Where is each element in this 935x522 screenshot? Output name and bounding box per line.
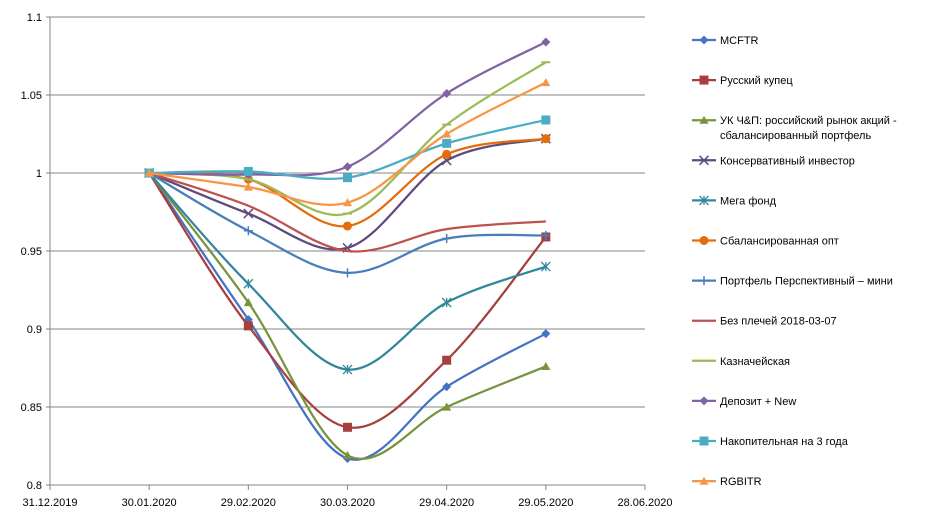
data-point [541, 134, 551, 144]
data-point [243, 321, 253, 331]
legend-marker [699, 436, 709, 446]
data-point [442, 382, 452, 392]
data-point [243, 226, 253, 236]
series-group [144, 37, 551, 463]
y-tick-label: 0.9 [27, 324, 42, 336]
series-line-3 [148, 172, 547, 460]
legend-label: Консервативный инвестор [720, 155, 855, 167]
legend-marker [699, 276, 709, 286]
data-point [243, 208, 254, 219]
legend-item-6: Сбалансированная опт [692, 236, 839, 248]
legend-item-10: Депозит + New [692, 396, 796, 408]
legend-item-2: Русский купец [692, 75, 793, 87]
x-tick-label: 30.01.2020 [122, 497, 177, 509]
y-tick-label: 0.8 [27, 480, 42, 492]
y-tick-label: 1.05 [21, 90, 42, 102]
data-point [243, 166, 253, 176]
data-point [343, 173, 352, 183]
data-point [243, 278, 254, 289]
data-point [441, 297, 452, 308]
legend-item-4: Консервативный инвестор [692, 155, 855, 167]
legend-marker [699, 476, 709, 485]
legend-item-5: Мега фонд [692, 195, 777, 207]
x-tick-label: 28.06.2020 [617, 497, 672, 509]
legend-item-9: Казначейская [692, 356, 790, 368]
data-point [343, 422, 352, 432]
x-tick-label: 30.03.2020 [320, 497, 375, 509]
data-point [541, 115, 551, 125]
data-point [541, 230, 551, 240]
legend-label: Казначейская [720, 356, 790, 368]
y-tick-label: 1.1 [27, 12, 42, 24]
data-point [343, 198, 352, 207]
legend-marker [699, 396, 709, 406]
data-point [343, 450, 352, 459]
series-line-8 [148, 171, 546, 253]
series-line-1 [148, 172, 547, 461]
data-point [541, 37, 551, 47]
legend-item-11: Накопительная на 3 года [692, 436, 849, 448]
legend-label: MCFTR [720, 35, 759, 47]
data-point [442, 88, 452, 98]
legend-marker [699, 195, 709, 206]
legend-marker [699, 115, 709, 124]
data-point [342, 364, 353, 375]
y-tick-label: 0.95 [21, 246, 42, 258]
legend-item-3: УК Ч&П: российский рынок акций -сбаланси… [692, 115, 897, 142]
data-point [541, 329, 551, 339]
series-8 [148, 171, 546, 253]
x-tick-label: 29.04.2020 [419, 497, 474, 509]
data-point [144, 168, 154, 177]
legend-item-8: Без плечей 2018-03-07 [692, 316, 837, 328]
data-point [442, 138, 452, 148]
data-point [442, 402, 452, 411]
legend-label: Портфель Перспективный – мини [720, 276, 893, 288]
data-point [243, 182, 253, 191]
data-point [442, 149, 452, 159]
data-point [243, 297, 253, 307]
data-point [541, 361, 551, 371]
x-tick-label: 29.05.2020 [518, 497, 573, 509]
legend-label: Без плечей 2018-03-07 [720, 316, 837, 328]
x-tick-label: 29.02.2020 [221, 497, 276, 509]
legend-item-1: MCFTR [692, 35, 759, 47]
data-point [343, 268, 352, 278]
legend-item-12: RGBITR [692, 476, 762, 488]
legend-label: Русский купец [720, 75, 793, 87]
legend-label: Сбалансированная опт [720, 236, 839, 248]
data-point [343, 162, 352, 172]
legend-marker [698, 155, 710, 166]
series-12 [144, 78, 551, 207]
data-point [442, 129, 452, 138]
data-point [343, 221, 352, 231]
data-point [442, 234, 452, 244]
y-axis-ticks: 0.8 0.85 0.9 0.95 1 1.05 1.1 [21, 12, 50, 492]
legend-item-7: Портфель Перспективный – мини [692, 276, 893, 288]
legend-label: Накопительная на 3 года [720, 436, 849, 448]
y-tick-label: 1 [36, 168, 42, 180]
x-axis-ticks: 31.12.2019 30.01.2020 29.02.2020 30.03.2020… [22, 485, 673, 509]
data-point [540, 261, 551, 272]
legend-marker [699, 75, 709, 85]
legend: MCFTR Русский купец УК Ч&П: российский рын… [692, 35, 897, 488]
data-point [541, 78, 551, 87]
x-tick-label: 31.12.2019 [22, 497, 77, 509]
data-point [442, 355, 452, 365]
legend-label: Депозит + New [720, 396, 796, 408]
legend-label: RGBITR [720, 476, 762, 488]
legend-marker [699, 236, 709, 245]
legend-label: УК Ч&П: российский рынок акций -сбаланси… [720, 115, 897, 142]
series-5 [144, 168, 551, 375]
y-tick-label: 0.85 [21, 402, 42, 414]
legend-marker [699, 35, 709, 45]
legend-label: Мега фонд [720, 195, 777, 207]
